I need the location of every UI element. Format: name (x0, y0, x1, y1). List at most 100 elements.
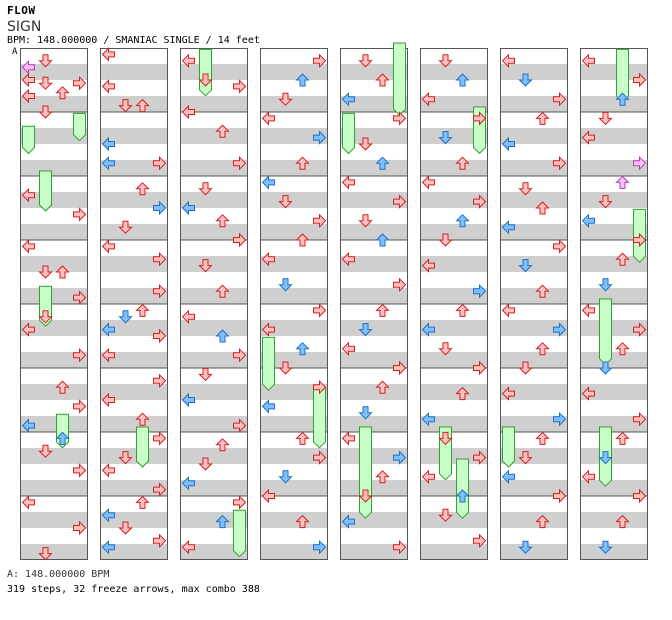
arrow-down-icon (118, 310, 133, 324)
beat-stripe (260, 512, 328, 528)
arrow-up-icon (615, 175, 630, 189)
arrow-right-icon (73, 75, 87, 91)
beat-stripe (100, 352, 168, 368)
arrow-left-icon (181, 200, 195, 216)
beat-stripe (20, 128, 88, 144)
freeze-arrow (136, 426, 149, 468)
arrow-left-icon (181, 104, 195, 120)
beat-stripe (340, 512, 408, 528)
arrow-left-icon (101, 239, 115, 254)
chart-column (180, 48, 248, 560)
beat-stripe (260, 544, 328, 560)
arrow-up-icon (375, 233, 390, 247)
arrow-right-icon (553, 488, 567, 504)
arrow-up-icon (215, 284, 230, 298)
beat-stripe (500, 256, 568, 272)
arrow-left-icon (101, 507, 115, 523)
arrow-right-icon (553, 155, 567, 171)
arrow-up-icon (215, 514, 230, 529)
beat-stripe (180, 96, 248, 112)
beat-stripe (500, 128, 568, 144)
arrow-left-icon (101, 463, 115, 478)
beat-stripe (180, 512, 248, 528)
arrow-left-icon (421, 175, 435, 190)
arrow-right-icon (153, 373, 167, 389)
arrow-up-icon (455, 214, 470, 228)
arrow-right-icon (473, 283, 487, 299)
freeze-arrow (233, 509, 246, 558)
arrow-right-icon (633, 155, 647, 171)
beat-stripe (20, 544, 88, 560)
beat-stripe (340, 192, 408, 208)
arrow-down-icon (598, 361, 613, 375)
arrow-right-icon (473, 533, 487, 549)
beat-stripe (260, 224, 328, 240)
arrow-left-icon (581, 130, 595, 145)
arrow-up-icon (455, 156, 470, 170)
beat-stripe (340, 384, 408, 400)
arrow-left-icon (181, 309, 195, 325)
arrow-up-icon (615, 342, 630, 356)
arrow-down-icon (598, 195, 613, 209)
beat-stripe (180, 160, 248, 176)
chart-column (260, 48, 328, 560)
chart-info: BPM: 148.000000 / SMANIAC SINGLE / 14 fe… (7, 35, 260, 46)
beat-stripe (580, 352, 648, 368)
arrow-up-icon (535, 111, 550, 125)
freeze-arrow (262, 336, 275, 391)
arrow-right-icon (233, 418, 247, 433)
beat-stripe (340, 544, 408, 560)
arrow-up-icon (295, 431, 310, 445)
beat-stripe (20, 320, 88, 336)
chart-column (500, 48, 568, 560)
arrow-left-icon (501, 303, 515, 318)
arrow-left-icon (421, 322, 435, 337)
arrow-down-icon (118, 451, 133, 465)
arrow-up-icon (535, 201, 550, 215)
beat-stripe (420, 64, 488, 80)
arrow-left-icon (501, 469, 515, 485)
arrow-left-icon (21, 418, 35, 433)
arrow-down-icon (38, 105, 53, 119)
beat-stripe (100, 192, 168, 208)
arrow-right-icon (633, 322, 647, 337)
beat-stripe (20, 352, 88, 368)
beat-stripe (260, 416, 328, 432)
arrow-right-icon (153, 533, 167, 549)
beat-stripe (260, 96, 328, 112)
arrow-left-icon (421, 91, 435, 107)
column-border (260, 48, 328, 560)
arrow-down-icon (358, 54, 373, 68)
chart-column (580, 48, 648, 560)
arrow-left-icon (101, 322, 115, 337)
beat-stripe (500, 160, 568, 176)
beat-stripe (580, 64, 648, 80)
beat-stripe (180, 224, 248, 240)
beat-stripe (340, 128, 408, 144)
arrow-up-icon (375, 156, 390, 170)
beat-stripe (500, 224, 568, 240)
arrow-right-icon (393, 360, 407, 376)
arrow-up-icon (455, 386, 470, 401)
column-border (420, 48, 488, 560)
arrow-right-icon (473, 194, 487, 209)
arrow-left-icon (501, 53, 515, 69)
beat-stripe (420, 288, 488, 304)
beat-stripe (580, 480, 648, 496)
arrow-up-icon (455, 73, 470, 87)
beat-stripe (100, 256, 168, 272)
arrow-down-icon (38, 54, 53, 68)
arrow-up-icon (455, 489, 470, 503)
arrow-right-icon (633, 488, 647, 504)
beat-stripe (20, 512, 88, 528)
beat-stripe (260, 192, 328, 208)
arrow-left-icon (341, 91, 355, 107)
beat-stripe (420, 128, 488, 144)
beat-stripe (580, 416, 648, 432)
beat-stripe (580, 512, 648, 528)
arrow-right-icon (73, 290, 87, 305)
arrow-up-icon (135, 98, 150, 113)
arrow-up-icon (615, 514, 630, 529)
arrow-down-icon (438, 431, 453, 446)
arrow-right-icon (153, 200, 167, 216)
